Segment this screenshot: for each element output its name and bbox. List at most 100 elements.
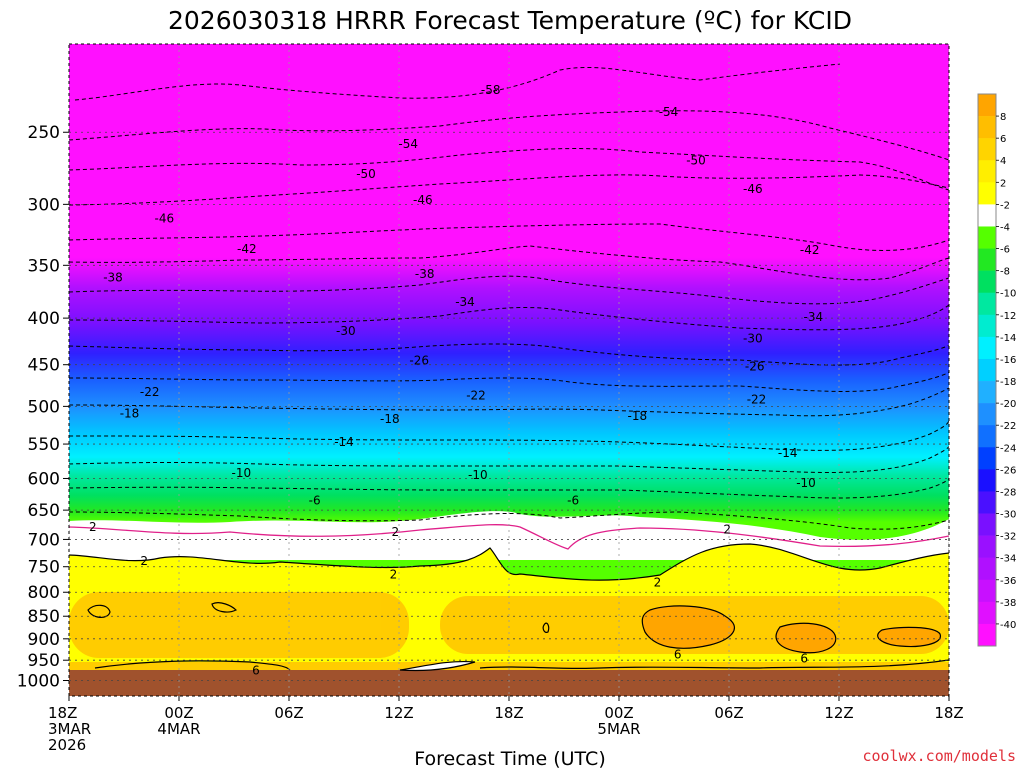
- x-tick-label: 06Z: [274, 704, 303, 722]
- x-tick-label: 12Z: [384, 704, 413, 722]
- grid: [69, 44, 949, 696]
- isotherm-label: -18: [120, 407, 140, 421]
- isotherm-label: -34: [804, 310, 824, 324]
- x-tick-label: 00Z: [604, 704, 633, 722]
- colorbar-swatch: [978, 94, 996, 117]
- y-tick-label: 800: [28, 583, 60, 603]
- isotherm-label: -18: [380, 412, 400, 426]
- isotherm-label: -22: [140, 385, 160, 399]
- isotherm-label: 6: [252, 663, 260, 677]
- isotherm-labels: -58 -54 -54 -50 -50 -46 -46 -46 -42 -42 -38 -38 -34 -…: [89, 83, 824, 677]
- colorbar-label: -16: [1000, 355, 1016, 366]
- colorbar-swatch: [978, 138, 996, 161]
- isotherm-label: -30: [743, 331, 763, 345]
- colorbar-label: -26: [1000, 465, 1016, 476]
- colorbar: 8 6 4 2 -2 -4 -6 -8 -10 -12 -14 -16 -18 -20 -22 -24 -26 -…: [977, 93, 1016, 647]
- colorbar-swatch: [978, 403, 996, 426]
- isotherm-label: -54: [398, 137, 418, 151]
- isotherm-label: -10: [232, 466, 252, 480]
- colorbar-label: -30: [1000, 510, 1016, 521]
- colorbar-label: -22: [1000, 421, 1016, 432]
- x-tick-label: 2026: [48, 736, 86, 754]
- colorbar-swatch: [978, 469, 996, 492]
- colorbar-swatch: [978, 336, 996, 360]
- colorbar-label: -32: [1000, 532, 1016, 543]
- colorbar-label: -10: [1000, 289, 1016, 300]
- y-tick-label: 600: [28, 469, 60, 489]
- plot-frame: [68, 43, 950, 697]
- colorbar-label: -14: [1000, 333, 1016, 344]
- colorbar-label: -8: [1000, 267, 1010, 278]
- colorbar-label: -18: [1000, 377, 1016, 388]
- colorbar-swatch: [978, 116, 996, 139]
- colorbar-label: -38: [1000, 598, 1016, 609]
- colorbar-label: -12: [1000, 311, 1016, 322]
- colorbar-label: 8: [1000, 112, 1006, 123]
- x-axis-label: Forecast Time (UTC): [414, 748, 605, 768]
- colorbar-swatch: [978, 513, 996, 536]
- colorbar-label: -4: [1000, 222, 1010, 233]
- warm-patch-2: [775, 622, 837, 654]
- colorbar-swatch: [978, 579, 996, 603]
- colorbar-swatch: [978, 182, 996, 205]
- freezing-lines: [69, 524, 949, 550]
- x-tick-label: 18Z: [48, 704, 77, 722]
- isotherm-label: 6: [674, 647, 682, 661]
- colorbar-swatch: [978, 270, 996, 294]
- isotherm-label: -6: [567, 494, 579, 508]
- isotherm-label: -22: [466, 388, 486, 402]
- colorbar-swatch: [978, 314, 996, 338]
- colorbar-swatch: [978, 491, 996, 514]
- colorbar-label: -2: [1000, 200, 1010, 211]
- colorbar-swatch: [978, 601, 996, 625]
- colorbar-swatch: [978, 557, 996, 581]
- colorbar-swatch: [978, 358, 996, 382]
- isotherm-label: -42: [237, 242, 257, 256]
- isotherm-label: -6: [309, 494, 321, 508]
- isotherm-label: -42: [800, 243, 820, 257]
- isotherm-label: -30: [336, 324, 356, 338]
- y-tick-label: 400: [28, 309, 60, 329]
- plot-area: [69, 44, 949, 696]
- isotherm-label: -14: [334, 435, 354, 449]
- isotherm-label: -46: [413, 193, 433, 207]
- y-tick-label: 950: [28, 651, 60, 671]
- colorbar-label: 2: [1000, 178, 1006, 189]
- x-tick-label: 06Z: [714, 704, 743, 722]
- isotherm-label: -26: [745, 360, 765, 374]
- x-tick-label: 4MAR: [157, 720, 200, 738]
- isotherm-label: -18: [628, 409, 648, 423]
- isotherm-label: 2: [392, 525, 400, 539]
- colorbar-swatch: [978, 226, 996, 249]
- y-tick-label: 350: [28, 256, 60, 276]
- colorbar-swatch: [978, 248, 996, 271]
- isotherm-lines: [69, 63, 949, 530]
- colorbar-label: 6: [1000, 134, 1006, 145]
- isotherm-label: -34: [455, 295, 475, 309]
- isotherm-label: -46: [155, 211, 175, 225]
- colorbar-label: -24: [1000, 443, 1016, 454]
- warm-patch-3: [877, 626, 941, 648]
- colorbar-label: -6: [1000, 245, 1010, 256]
- y-tick-label: 700: [28, 530, 60, 550]
- colorbar-swatch: [978, 292, 996, 316]
- isotherm-label: 2: [390, 568, 398, 582]
- warm-contours: [69, 543, 949, 672]
- colorbar-label: -40: [1000, 620, 1016, 631]
- isotherm-label: -38: [103, 270, 123, 284]
- x-tick-label: 3MAR: [48, 720, 91, 738]
- colorbar-label: -28: [1000, 487, 1016, 498]
- isotherm-label: -10: [468, 468, 488, 482]
- colorbar-swatch: [978, 160, 996, 183]
- x-tick-label: 12Z: [824, 704, 853, 722]
- isotherm-label: -10: [796, 476, 816, 490]
- colorbar-label: -34: [1000, 554, 1016, 565]
- isotherm-label: -26: [409, 353, 429, 367]
- y-axis: 250 300 350 400 450 500 550 600 650 700 750 800 850 9…: [17, 123, 69, 691]
- isotherm-label: -50: [686, 154, 706, 168]
- isotherm-label: 2: [89, 520, 97, 534]
- credit-link[interactable]: coolwx.com/models: [862, 747, 1016, 765]
- y-tick-label: 550: [28, 435, 60, 455]
- x-tick-label: 00Z: [164, 704, 193, 722]
